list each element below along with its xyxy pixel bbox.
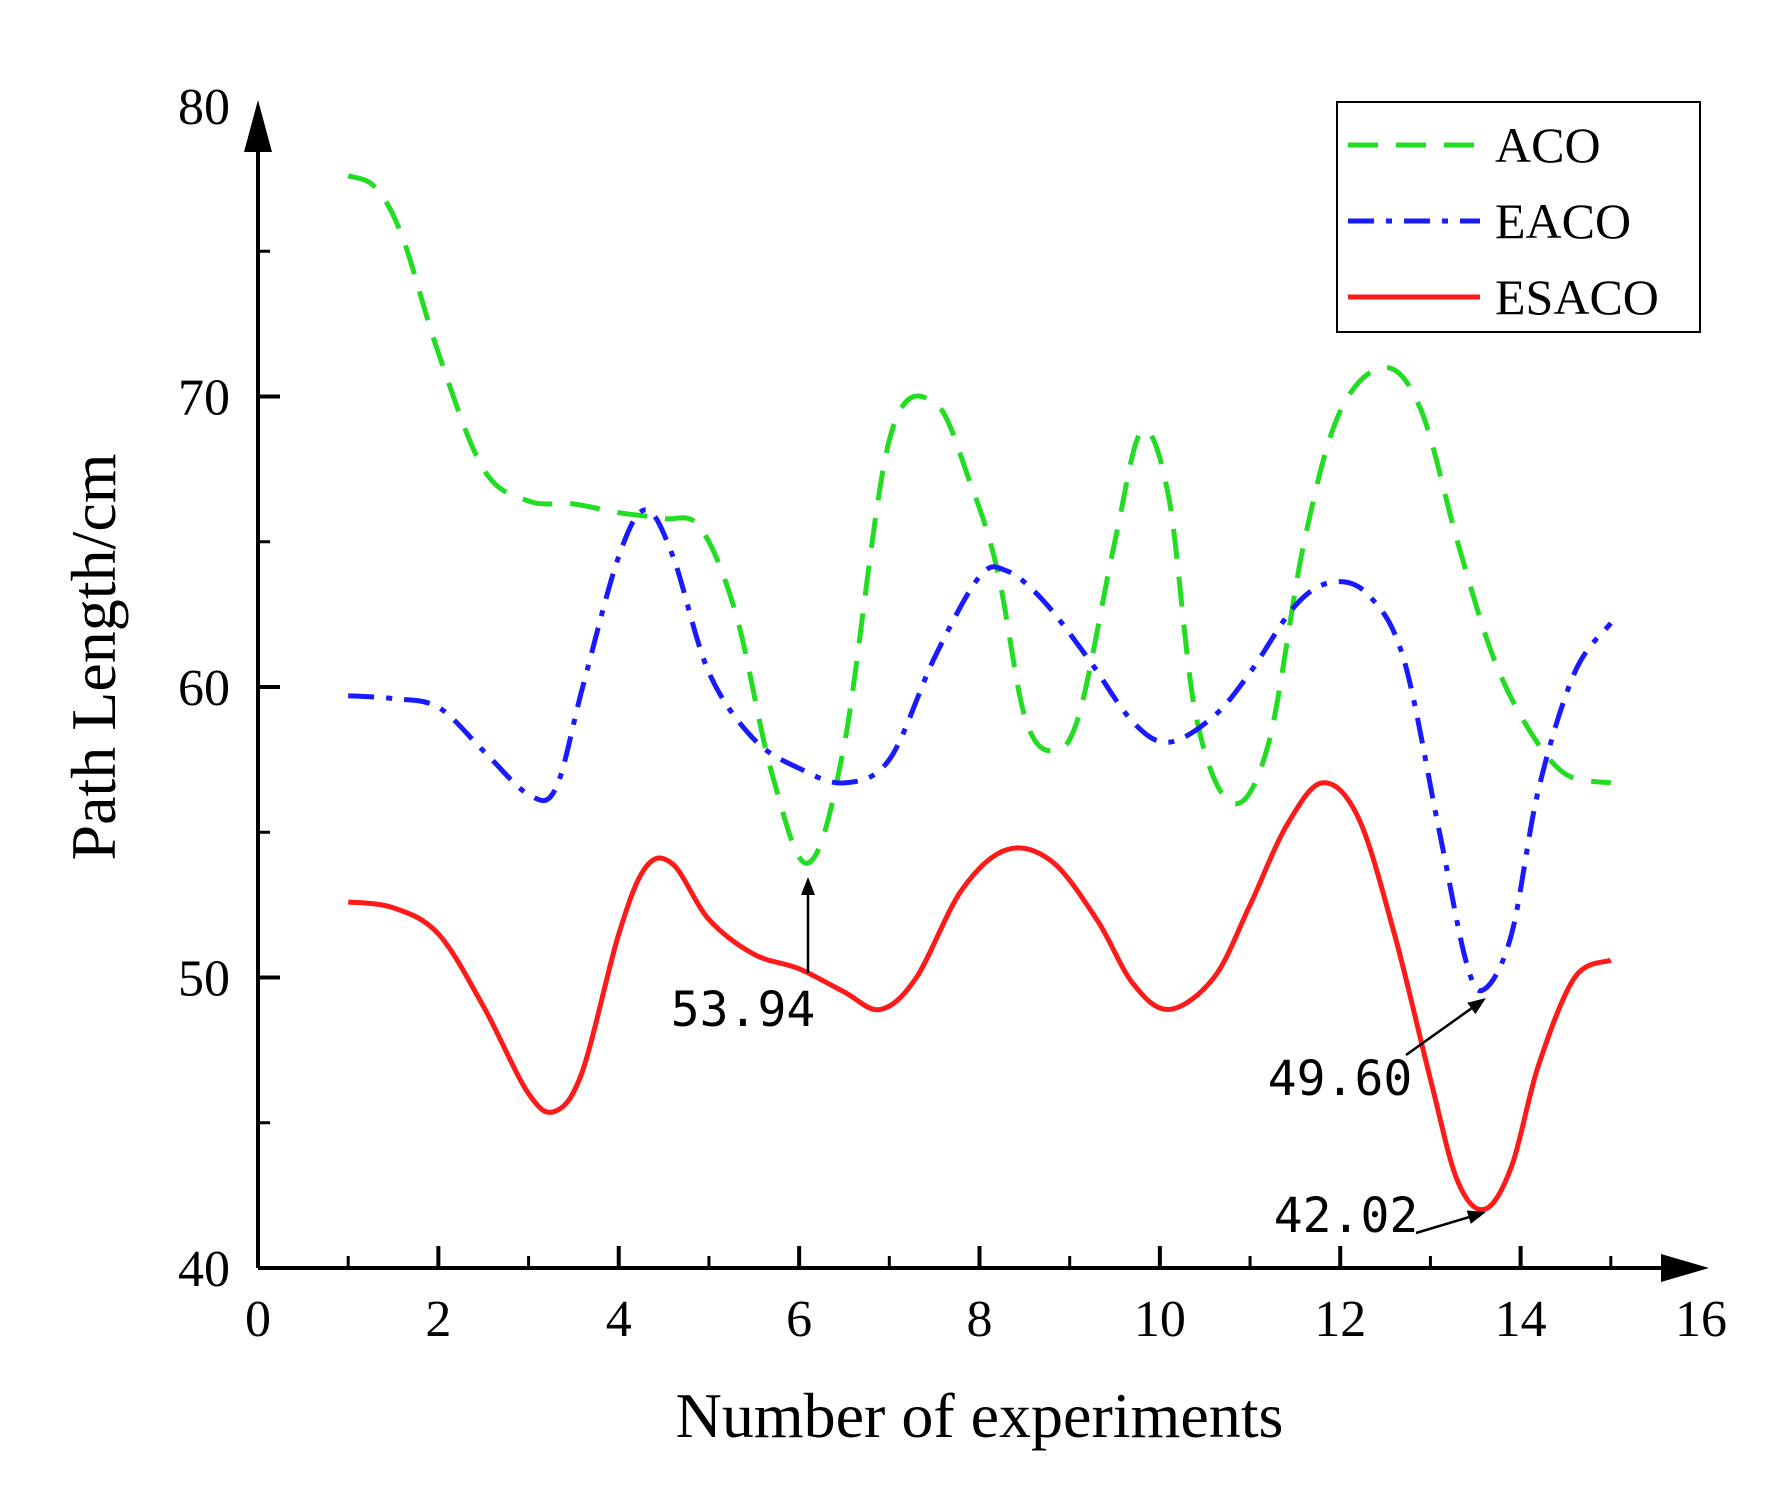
- x-tick-label: 0: [245, 1291, 271, 1348]
- y-tick-label: 80: [178, 79, 230, 136]
- x-tick-label: 12: [1314, 1291, 1366, 1348]
- x-tick-label: 2: [425, 1291, 451, 1348]
- annotation-arrowhead-icon: [1467, 998, 1486, 1015]
- x-tick-label: 16: [1675, 1291, 1727, 1348]
- y-tick-label: 40: [178, 1241, 230, 1298]
- series-layer: [347, 173, 1613, 1213]
- annotations-layer: 53.94 49.60 42.02: [671, 877, 1486, 1244]
- y-tick-label: 60: [178, 660, 230, 717]
- legend-label-aco: ACO: [1495, 117, 1601, 173]
- series-line-esaco: [347, 780, 1612, 1213]
- annotation-label: 49.60: [1268, 1051, 1413, 1107]
- x-axis-title: Number of experiments: [676, 1380, 1284, 1451]
- annotation-arrowhead-icon: [1466, 1210, 1486, 1224]
- y-axis-title: Path Length/cm: [58, 453, 129, 860]
- annotation-arrow-line: [1415, 1215, 1470, 1235]
- series-line-aco: [347, 173, 1612, 866]
- legend-label-eaco: EACO: [1495, 193, 1631, 249]
- series-line-eaco: [348, 507, 1613, 994]
- x-tick-label: 6: [786, 1291, 812, 1348]
- x-tick-label: 8: [967, 1291, 993, 1348]
- legend: ACO EACO ESACO: [1336, 101, 1701, 333]
- annotation-arrow-line: [1405, 1007, 1473, 1057]
- legend-box: [1336, 101, 1701, 333]
- x-tick-label: 10: [1134, 1291, 1186, 1348]
- legend-label-esaco: ESACO: [1495, 269, 1659, 325]
- y-tick-label: 70: [178, 370, 230, 427]
- y-axis-arrow-icon: [244, 100, 272, 152]
- x-tick-label: 4: [606, 1291, 632, 1348]
- annotation-label: 42.02: [1274, 1188, 1419, 1244]
- annotation-arrowhead-icon: [801, 877, 815, 895]
- x-axis-arrow-icon: [1661, 1254, 1709, 1282]
- y-tick-label: 50: [178, 951, 230, 1008]
- annotation-label: 53.94: [671, 982, 816, 1038]
- ticks-layer: 0 2 4 6 8 10 12 14 16 40 50 60 70 80: [178, 79, 1727, 1348]
- x-tick-label: 14: [1495, 1291, 1547, 1348]
